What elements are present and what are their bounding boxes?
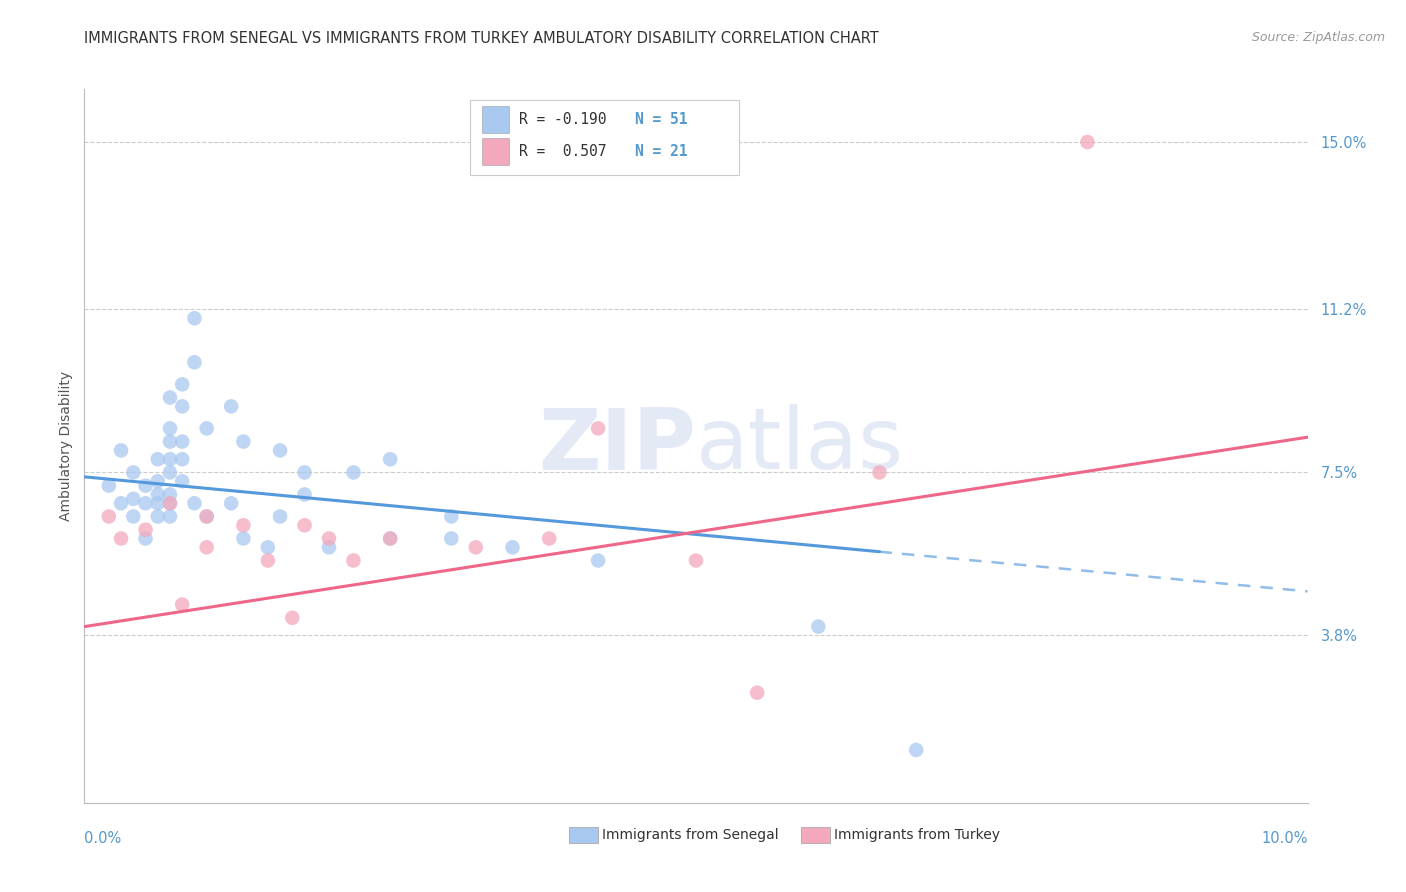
Point: [183, 355, 205, 369]
Point: [195, 509, 218, 524]
Point: [747, 686, 769, 700]
Text: atlas: atlas: [696, 404, 904, 488]
Point: [257, 541, 280, 555]
Point: [586, 421, 609, 435]
Text: R = -0.190: R = -0.190: [519, 112, 606, 128]
Point: [294, 518, 316, 533]
Point: [122, 491, 145, 506]
Point: [269, 509, 291, 524]
Point: [342, 466, 364, 480]
FancyBboxPatch shape: [470, 100, 738, 175]
Point: [146, 487, 169, 501]
Point: [159, 466, 181, 480]
Point: [159, 434, 181, 449]
Point: [97, 509, 120, 524]
Point: [257, 553, 280, 567]
Text: ZIP: ZIP: [538, 404, 696, 488]
Text: 10.0%: 10.0%: [1261, 831, 1308, 847]
Point: [502, 541, 524, 555]
Point: [269, 443, 291, 458]
Point: [159, 452, 181, 467]
Point: [146, 452, 169, 467]
Point: [294, 466, 316, 480]
FancyBboxPatch shape: [482, 106, 509, 134]
Point: [183, 496, 205, 510]
Point: [146, 496, 169, 510]
FancyBboxPatch shape: [482, 137, 509, 165]
Point: [380, 532, 402, 546]
Point: [122, 509, 145, 524]
Text: N = 51: N = 51: [636, 112, 688, 128]
Text: Immigrants from Turkey: Immigrants from Turkey: [834, 828, 1000, 842]
Point: [440, 532, 463, 546]
Point: [281, 611, 304, 625]
Point: [905, 743, 928, 757]
Point: [110, 496, 132, 510]
Point: [97, 478, 120, 492]
Point: [110, 532, 132, 546]
Point: [807, 619, 830, 633]
Point: [219, 496, 242, 510]
Point: [110, 443, 132, 458]
Point: [294, 487, 316, 501]
Text: Source: ZipAtlas.com: Source: ZipAtlas.com: [1251, 31, 1385, 45]
Point: [538, 532, 561, 546]
Point: [146, 475, 169, 489]
Point: [380, 452, 402, 467]
Point: [318, 541, 340, 555]
Point: [586, 553, 609, 567]
Point: [232, 518, 254, 533]
Point: [195, 509, 218, 524]
Point: [172, 452, 194, 467]
Point: [342, 553, 364, 567]
Point: [172, 377, 194, 392]
Point: [159, 496, 181, 510]
Point: [869, 466, 891, 480]
Point: [685, 553, 707, 567]
Point: [195, 541, 218, 555]
Point: [135, 496, 157, 510]
Point: [172, 434, 194, 449]
Text: IMMIGRANTS FROM SENEGAL VS IMMIGRANTS FROM TURKEY AMBULATORY DISABILITY CORRELAT: IMMIGRANTS FROM SENEGAL VS IMMIGRANTS FR…: [84, 31, 879, 46]
Point: [232, 434, 254, 449]
Point: [1076, 135, 1098, 149]
Point: [195, 421, 218, 435]
Point: [146, 509, 169, 524]
Point: [159, 391, 181, 405]
Point: [122, 466, 145, 480]
Point: [440, 509, 463, 524]
Point: [159, 496, 181, 510]
Text: Immigrants from Senegal: Immigrants from Senegal: [602, 828, 779, 842]
Point: [172, 400, 194, 414]
Text: R =  0.507: R = 0.507: [519, 144, 606, 159]
Point: [159, 421, 181, 435]
Point: [135, 478, 157, 492]
Point: [172, 598, 194, 612]
Point: [183, 311, 205, 326]
Point: [159, 487, 181, 501]
Y-axis label: Ambulatory Disability: Ambulatory Disability: [59, 371, 73, 521]
Point: [318, 532, 340, 546]
Point: [172, 475, 194, 489]
Point: [219, 400, 242, 414]
Point: [380, 532, 402, 546]
Point: [135, 523, 157, 537]
Point: [135, 532, 157, 546]
Text: N = 21: N = 21: [636, 144, 688, 159]
Text: 0.0%: 0.0%: [84, 831, 121, 847]
Point: [159, 509, 181, 524]
Point: [232, 532, 254, 546]
Point: [464, 541, 486, 555]
